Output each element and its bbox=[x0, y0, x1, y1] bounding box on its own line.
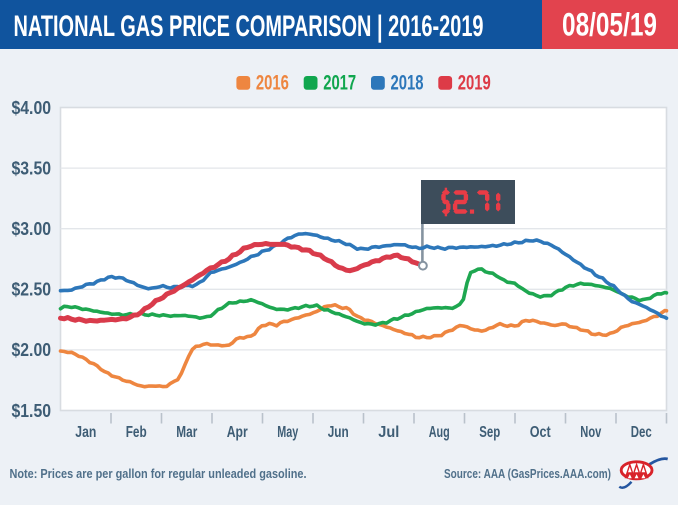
svg-text:08/05/19: 08/05/19 bbox=[562, 7, 657, 43]
svg-text:Sep: Sep bbox=[479, 424, 500, 441]
svg-text:$2.00: $2.00 bbox=[12, 340, 52, 360]
svg-text:May: May bbox=[277, 424, 298, 441]
svg-text:Nov: Nov bbox=[580, 424, 601, 441]
svg-text:Jan: Jan bbox=[75, 424, 96, 441]
svg-text:2016: 2016 bbox=[256, 70, 289, 94]
svg-text:NATIONAL GAS PRICE COMPARISON: NATIONAL GAS PRICE COMPARISON | 2016-201… bbox=[14, 10, 484, 43]
svg-text:Source: AAA (GasPrices.AAA.com: Source: AAA (GasPrices.AAA.com) bbox=[444, 466, 611, 481]
svg-text:Feb: Feb bbox=[126, 424, 147, 441]
svg-text:Mar: Mar bbox=[176, 424, 197, 441]
svg-text:$2.50: $2.50 bbox=[12, 280, 52, 300]
svg-text:Apr: Apr bbox=[227, 424, 248, 441]
svg-text:2018: 2018 bbox=[391, 70, 424, 94]
svg-text:2019: 2019 bbox=[458, 70, 491, 94]
svg-text:Jun: Jun bbox=[328, 424, 349, 441]
svg-text:Jul: Jul bbox=[378, 424, 399, 441]
svg-text:Note: Prices are per gallon fo: Note: Prices are per gallon for regular … bbox=[10, 466, 307, 481]
svg-text:$1.50: $1.50 bbox=[12, 401, 52, 421]
svg-text:Oct: Oct bbox=[530, 424, 551, 441]
svg-text:2017: 2017 bbox=[323, 70, 356, 94]
svg-text:Aug: Aug bbox=[429, 424, 450, 441]
svg-text:$3.50: $3.50 bbox=[12, 158, 52, 178]
svg-text:$3.00: $3.00 bbox=[12, 219, 52, 239]
svg-text:Dec: Dec bbox=[631, 424, 652, 441]
svg-text:$4.00: $4.00 bbox=[12, 98, 52, 118]
